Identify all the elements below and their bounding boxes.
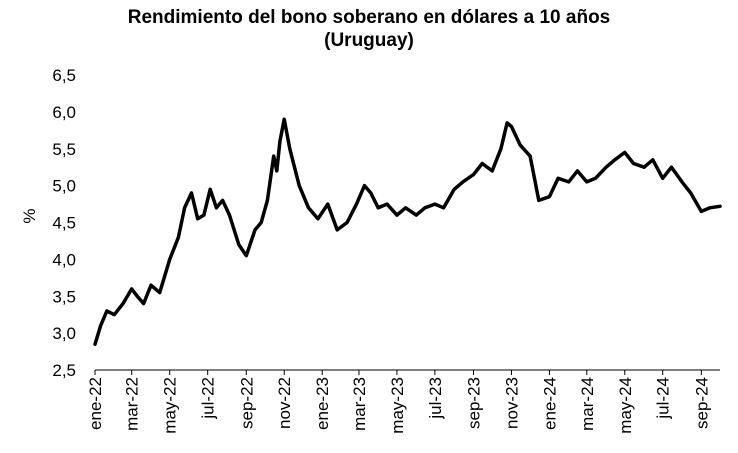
x-tick-label: mar-24 bbox=[578, 377, 597, 431]
y-tick-label: 6,5 bbox=[52, 66, 76, 85]
x-tick-label: ene-24 bbox=[540, 377, 559, 430]
y-axis-label: % bbox=[20, 208, 39, 223]
y-tick-label: 3,5 bbox=[52, 287, 76, 306]
y-tick-label: 4,5 bbox=[52, 214, 76, 233]
x-tick-label: may-22 bbox=[161, 377, 180, 434]
x-tick-label: jul-23 bbox=[426, 377, 445, 420]
x-tick-label: nov-22 bbox=[275, 377, 294, 429]
y-axis: 2,5 3,0 3,5 4,0 4,5 5,0 5,5 6,0 6,5 bbox=[52, 66, 76, 380]
y-tick-label: 5,5 bbox=[52, 140, 76, 159]
x-tick-label: may-23 bbox=[388, 377, 407, 434]
x-tick-label: jul-24 bbox=[654, 377, 673, 420]
x-tick-label: sep-24 bbox=[692, 377, 711, 429]
chart-title-line-1: Rendimiento del bono soberano en dólares… bbox=[127, 7, 611, 28]
chart-title: Rendimiento del bono soberano en dólares… bbox=[0, 6, 738, 52]
x-tick-label: may-24 bbox=[616, 377, 635, 434]
x-axis: ene-22 mar-22 may-22 jul-22 sep-22 nov-22 ene-… bbox=[86, 369, 720, 434]
y-tick-label: 3,0 bbox=[52, 324, 76, 343]
x-tick-label: sep-23 bbox=[464, 377, 483, 429]
x-tick-label: mar-23 bbox=[350, 377, 369, 431]
x-tick-label: ene-22 bbox=[86, 377, 105, 430]
y-tick-label: 4,0 bbox=[52, 250, 76, 269]
y-tick-label: 2,5 bbox=[52, 361, 76, 380]
x-tick-label: ene-23 bbox=[313, 377, 332, 430]
chart-title-line-2: (Uruguay) bbox=[324, 30, 414, 51]
y-tick-label: 5,0 bbox=[52, 177, 76, 196]
x-tick-label: jul-22 bbox=[199, 377, 218, 420]
x-tick-label: nov-23 bbox=[502, 377, 521, 429]
x-tick-label: mar-22 bbox=[123, 377, 142, 431]
series-line bbox=[93, 117, 722, 346]
x-tick-label: sep-22 bbox=[237, 377, 256, 429]
y-tick-label: 6,0 bbox=[52, 103, 76, 122]
